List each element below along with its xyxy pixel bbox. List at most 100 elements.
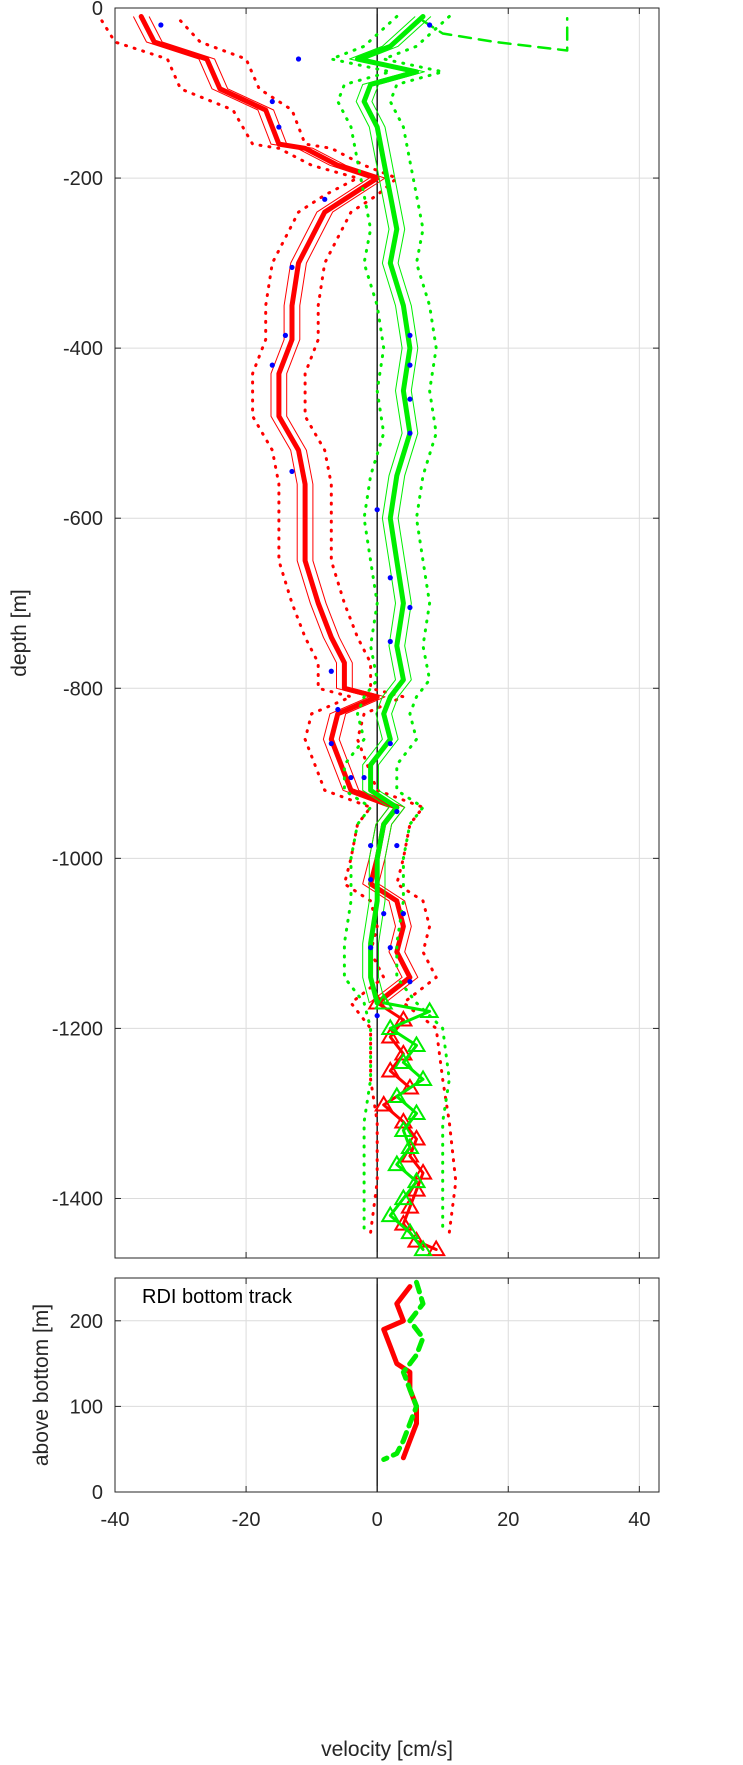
bottom-track-dot — [368, 945, 374, 951]
y-tick-label: -400 — [63, 338, 103, 360]
bottom-track-dot — [269, 98, 275, 105]
bottom-track-dot — [348, 774, 354, 781]
triangle-marker — [406, 1128, 427, 1146]
series-line-dotted — [100, 19, 386, 1234]
y-tick-label: 100 — [70, 1396, 103, 1418]
y-tick-label: 0 — [92, 0, 103, 20]
triangle-marker — [419, 1001, 440, 1019]
bottom-track-dot — [381, 911, 387, 917]
triangle-marker — [413, 1162, 433, 1180]
x-tick-label: -20 — [232, 1509, 261, 1531]
bottom-track-dot — [407, 430, 413, 436]
bottom-track-dot — [407, 362, 413, 368]
triangle-marker — [406, 1171, 427, 1189]
bottom-track-dot — [387, 945, 393, 951]
panel-bottom-xlabel: velocity [cm/s] — [321, 1738, 453, 1761]
panel-bottom: -40 -20 0 20 40 0 100 200 RDI bottom track abov… — [30, 1277, 660, 1761]
series-line-thick — [381, 1284, 419, 1461]
triangle-marker — [406, 1231, 427, 1248]
panel-main: 0 -200 -400 -600 -800 -1000 -1200 -1400 depth [… — [8, 0, 660, 1259]
triangle-marker — [406, 1103, 427, 1121]
bottom-track-dot — [407, 332, 413, 338]
bottom-track-dot — [394, 842, 400, 849]
bottom-track-dot — [368, 876, 374, 883]
triangle-marker — [426, 1239, 446, 1257]
triangle-marker — [393, 1120, 414, 1138]
series-line-triangles — [375, 1001, 438, 1251]
bottom-track-dot — [374, 507, 380, 513]
bottom-track-dot — [282, 332, 289, 338]
bottom-track-dot — [276, 124, 282, 130]
triangle-marker — [380, 1026, 401, 1044]
panel-bottom-series — [381, 1279, 426, 1462]
panel-bottom-annotation: RDI bottom track — [142, 1286, 293, 1308]
y-tick-label: -1000 — [52, 848, 103, 870]
bottom-track-dot — [400, 911, 406, 917]
x-tick-label: 40 — [628, 1509, 650, 1531]
triangle-marker — [406, 1035, 427, 1053]
bottom-track-dot — [361, 774, 367, 781]
panel-main-frame — [114, 7, 660, 1259]
bottom-track-dot — [289, 468, 295, 475]
bottom-track-dot — [158, 22, 164, 28]
triangle-marker — [387, 1086, 407, 1104]
series-line-dashed — [421, 16, 569, 52]
triangle-marker — [393, 1111, 414, 1129]
triangle-marker — [380, 1018, 401, 1036]
bottom-track-dot — [387, 740, 393, 747]
panel-main-ticks: 0 -200 -400 -600 -800 -1000 -1200 -1400 — [52, 0, 659, 1258]
bottom-track-dot — [322, 196, 328, 202]
triangle-marker — [393, 1043, 414, 1061]
triangle-marker — [413, 1069, 433, 1087]
bottom-track-dot — [335, 706, 341, 713]
bottom-track-dot — [328, 740, 334, 747]
triangle-marker — [393, 1009, 414, 1027]
series-line-thin — [349, 16, 416, 1004]
bottom-track-dot — [295, 56, 302, 62]
triangle-marker — [380, 1205, 401, 1223]
y-tick-label: -600 — [63, 508, 103, 530]
y-tick-label: 0 — [92, 1482, 103, 1504]
series-line-thick — [355, 14, 426, 1006]
triangle-marker — [400, 1197, 420, 1214]
triangle-marker — [387, 1154, 407, 1172]
bottom-track-dot — [387, 638, 393, 645]
triangle-marker — [400, 1137, 420, 1155]
bottom-track-dot — [394, 808, 400, 815]
panel-main-ylabel: depth [m] — [8, 589, 31, 677]
x-tick-label: 20 — [497, 1509, 519, 1531]
panel-main-grid — [114, 7, 659, 1258]
y-tick-label: 200 — [70, 1311, 103, 1333]
y-tick-label: -800 — [63, 678, 103, 700]
bottom-track-dot — [368, 842, 374, 849]
bottom-track-dot — [407, 396, 413, 402]
triangle-marker — [380, 1060, 401, 1078]
bottom-track-dot — [328, 668, 334, 674]
triangle-marker — [393, 1052, 414, 1070]
y-tick-label: -200 — [63, 168, 103, 190]
triangle-marker — [413, 1239, 433, 1257]
panel-main-series — [100, 14, 569, 1257]
series-line-thin — [364, 16, 432, 1004]
triangle-marker — [400, 1222, 420, 1240]
bottom-track-dot — [374, 1013, 380, 1019]
triangle-marker — [393, 1188, 414, 1206]
series-line-thin — [132, 16, 403, 1004]
triangle-marker — [373, 1094, 394, 1112]
x-tick-label: 0 — [372, 1509, 383, 1531]
x-tick-label: -40 — [101, 1509, 130, 1531]
triangle-marker — [373, 992, 394, 1010]
bottom-track-dot — [289, 264, 295, 270]
series-line-dashed — [381, 1279, 426, 1462]
bottom-track-dot — [427, 22, 433, 28]
panel-bottom-ylabel: above bottom [m] — [30, 1304, 53, 1466]
y-tick-label: -1400 — [52, 1188, 103, 1210]
bottom-track-dot — [407, 604, 413, 611]
panel-bottom-frame — [114, 1277, 660, 1493]
bottom-track-dot — [269, 362, 275, 368]
bottom-track-dot — [407, 979, 413, 985]
panel-bottom-ticks: -40 -20 0 20 40 0 100 200 — [70, 1278, 659, 1531]
bottom-track-dot — [387, 575, 393, 581]
y-tick-label: -1200 — [52, 1018, 103, 1040]
